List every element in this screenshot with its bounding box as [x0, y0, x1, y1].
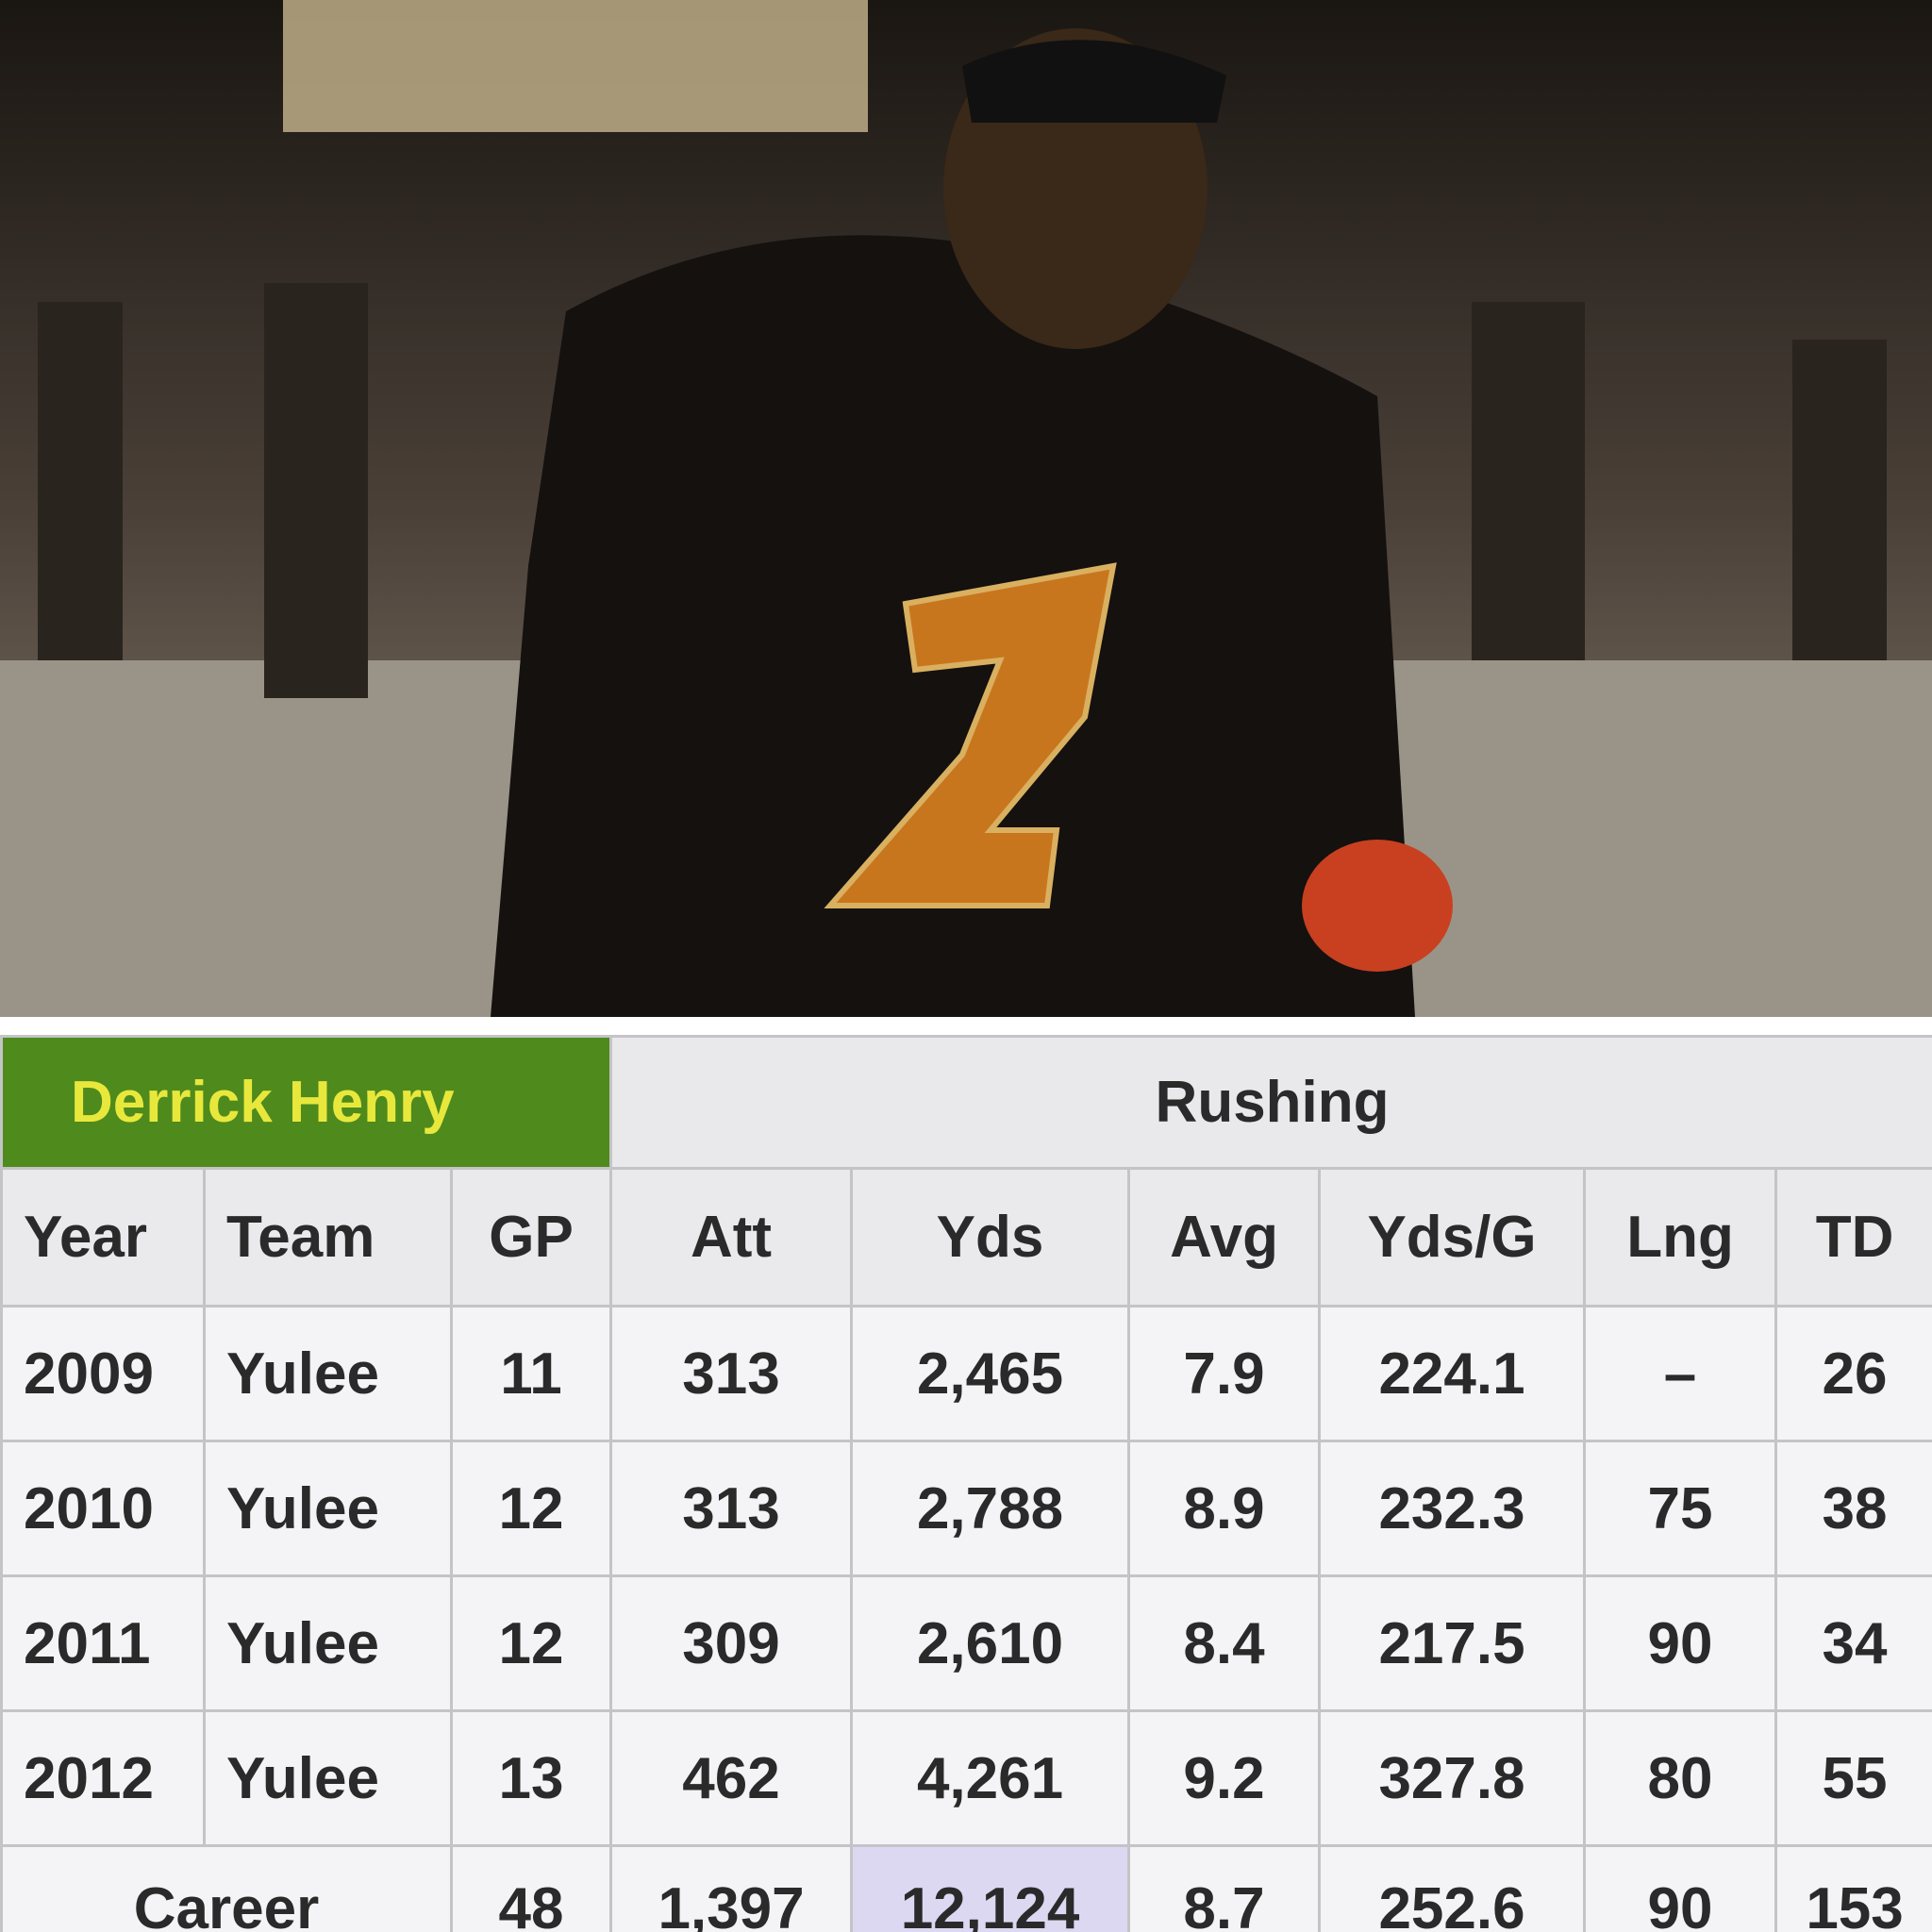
- cell: 38: [1774, 1440, 1932, 1577]
- cell: 80: [1583, 1709, 1778, 1847]
- cell: Yulee: [203, 1440, 453, 1577]
- cell: 34: [1774, 1574, 1932, 1712]
- career-cell: 90: [1583, 1844, 1778, 1932]
- cell: 9.2: [1127, 1709, 1322, 1847]
- cell: 2,788: [850, 1440, 1131, 1577]
- cell: 2011: [0, 1574, 206, 1712]
- cell: 75: [1583, 1440, 1778, 1577]
- group-header-row: Derrick Henry Rushing: [0, 1035, 1932, 1170]
- column-header: Team: [203, 1167, 453, 1307]
- cell: Yulee: [203, 1709, 453, 1847]
- cell: 26: [1774, 1305, 1932, 1442]
- column-header: Yds/G: [1318, 1167, 1587, 1307]
- cell: 90: [1583, 1574, 1778, 1712]
- cell: 11: [449, 1305, 613, 1442]
- photo: [0, 0, 1932, 1017]
- column-header: TD: [1774, 1167, 1932, 1307]
- data-row: 2011 Yulee 12 309 2,610 8.4 217.5 90 34: [0, 1574, 1932, 1712]
- cell: 2,610: [850, 1574, 1131, 1712]
- cell: 2009: [0, 1305, 206, 1442]
- column-header: Avg: [1127, 1167, 1322, 1307]
- career-row: Career 48 1,397 12,124 8.7 252.6 90 153: [0, 1844, 1932, 1932]
- cell: –: [1583, 1305, 1778, 1442]
- cell: 8.4: [1127, 1574, 1322, 1712]
- career-cell: Career: [0, 1844, 453, 1932]
- career-cell: 12,124: [850, 1844, 1131, 1932]
- cell: 12: [449, 1574, 613, 1712]
- cell: 4,261: [850, 1709, 1131, 1847]
- data-row: 2012 Yulee 13 462 4,261 9.2 327.8 80 55: [0, 1709, 1932, 1847]
- cell: 13: [449, 1709, 613, 1847]
- cell: 2010: [0, 1440, 206, 1577]
- cell: 8.9: [1127, 1440, 1322, 1577]
- cell: 217.5: [1318, 1574, 1587, 1712]
- group-header: Rushing: [609, 1035, 1932, 1170]
- player-name: Derrick Henry: [0, 1035, 613, 1170]
- career-cell: 252.6: [1318, 1844, 1587, 1932]
- cell: 462: [609, 1709, 854, 1847]
- career-cell: 153: [1774, 1844, 1932, 1932]
- column-header-row: Year Team GP Att Yds Avg Yds/G Lng TD: [0, 1167, 1932, 1307]
- data-row: 2009 Yulee 11 313 2,465 7.9 224.1–26: [0, 1305, 1932, 1442]
- cell: 224.1: [1318, 1305, 1587, 1442]
- cell: 7.9: [1127, 1305, 1322, 1442]
- cell: 309: [609, 1574, 854, 1712]
- column-header: Lng: [1583, 1167, 1778, 1307]
- cell: 313: [609, 1440, 854, 1577]
- cell: 327.8: [1318, 1709, 1587, 1847]
- career-cell: 8.7: [1127, 1844, 1322, 1932]
- cell: 2012: [0, 1709, 206, 1847]
- cell: 55: [1774, 1709, 1932, 1847]
- cell: Yulee: [203, 1305, 453, 1442]
- career-cell: 1,397: [609, 1844, 854, 1932]
- career-cell: 48: [449, 1844, 613, 1932]
- column-header: Year: [0, 1167, 206, 1307]
- data-row: 2010 Yulee 12 313 2,788 8.9 232.3 75 38: [0, 1440, 1932, 1577]
- stats-table: Derrick Henry Rushing Year Team GP Att Yds Av…: [0, 1035, 1932, 1932]
- cell: 232.3: [1318, 1440, 1587, 1577]
- cell: Yulee: [203, 1574, 453, 1712]
- cell: 2,465: [850, 1305, 1131, 1442]
- column-header: GP: [449, 1167, 613, 1307]
- column-header: Att: [609, 1167, 854, 1307]
- cell: 12: [449, 1440, 613, 1577]
- cell: 313: [609, 1305, 854, 1442]
- column-header: Yds: [850, 1167, 1131, 1307]
